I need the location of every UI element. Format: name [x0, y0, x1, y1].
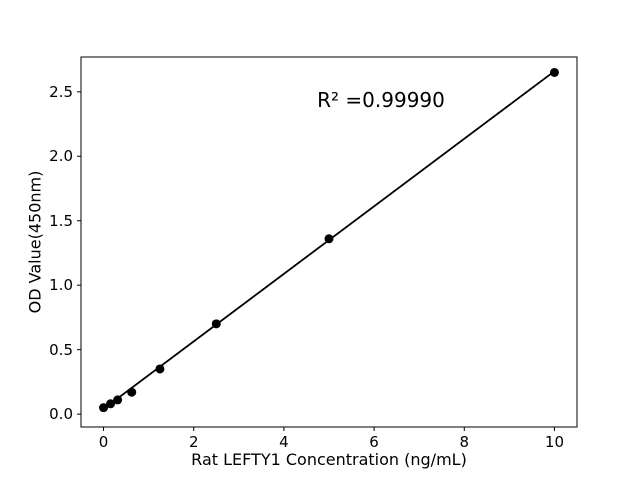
y-tick-label: 2.5	[49, 82, 73, 101]
x-tick-label: 10	[544, 433, 564, 451]
data-point	[155, 364, 165, 374]
y-tick-label: 1.5	[49, 211, 73, 230]
plot-frame	[80, 56, 578, 428]
data-point	[211, 319, 221, 329]
data-point	[127, 387, 137, 397]
x-tick-label: 0	[98, 433, 109, 451]
data-point	[324, 234, 334, 244]
y-tick-label: 2.0	[49, 147, 73, 166]
y-tick-label: 0.5	[49, 340, 73, 359]
data-point	[113, 395, 123, 405]
data-point	[549, 67, 559, 77]
x-tick-label: 6	[369, 433, 379, 451]
x-tick-label: 8	[459, 433, 470, 451]
x-tick-label: 4	[279, 433, 289, 451]
y-tick-label: 1.0	[49, 276, 73, 295]
data-point	[99, 403, 109, 413]
x-axis-label: Rat LEFTY1 Concentration (ng/mL)	[191, 450, 467, 469]
data-point	[106, 399, 116, 409]
y-tick-label: 0.0	[49, 405, 73, 424]
r-squared-annotation: R² =0.99990	[317, 88, 445, 112]
x-tick-label: 2	[188, 433, 199, 451]
